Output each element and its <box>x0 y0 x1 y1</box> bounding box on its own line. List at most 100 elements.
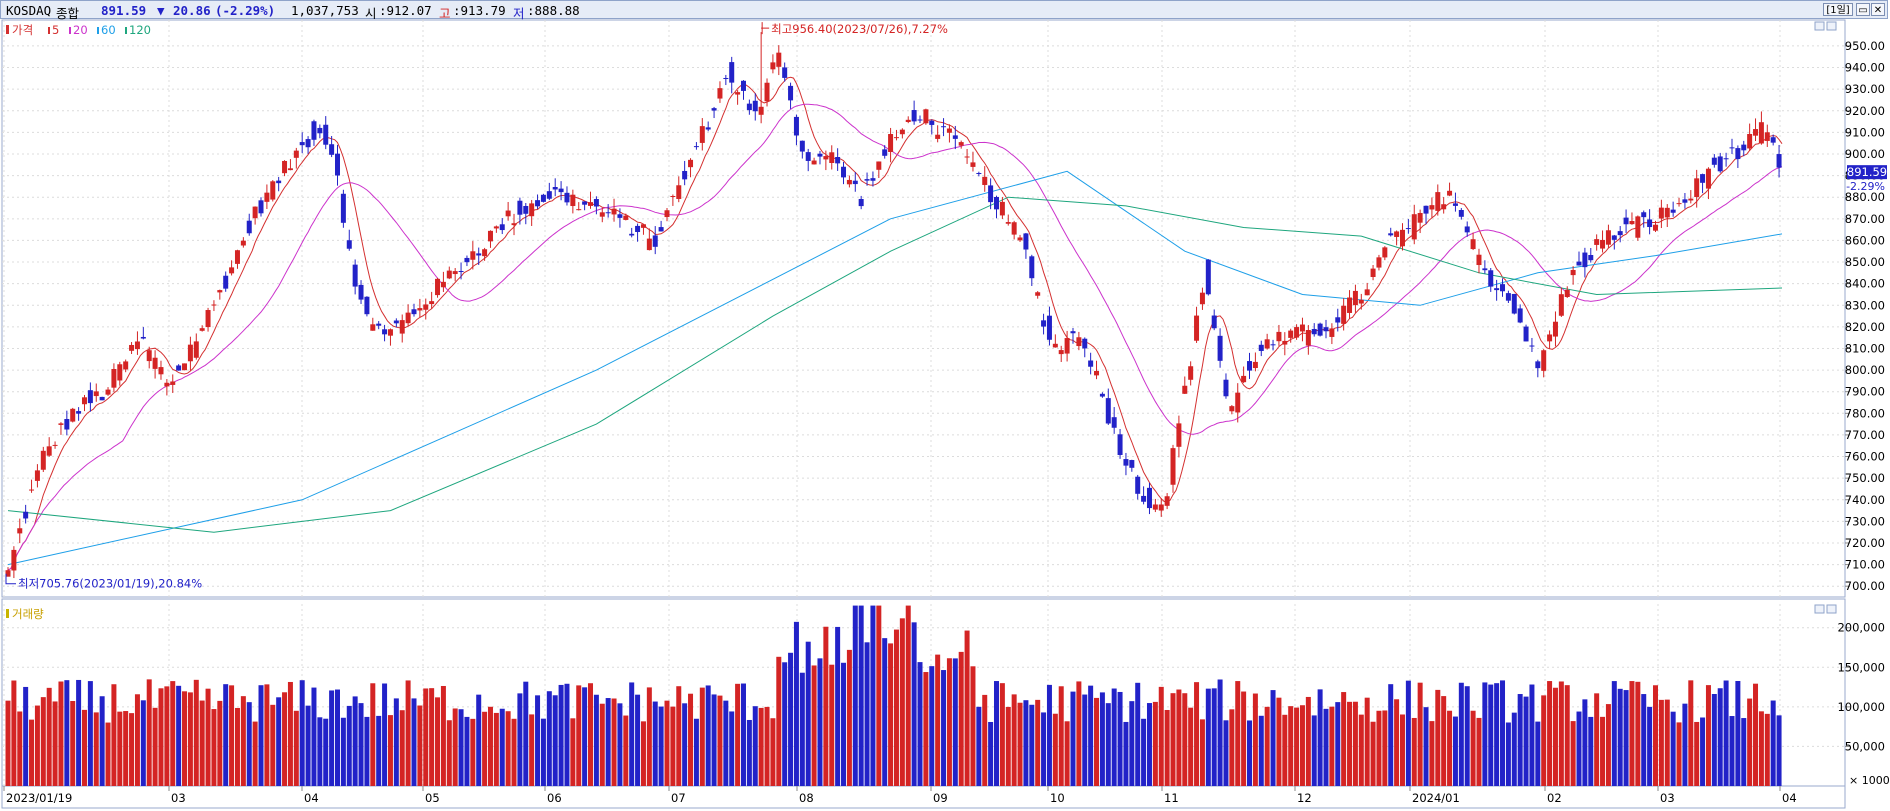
candle-body <box>1399 229 1405 247</box>
volume-bar <box>682 703 688 786</box>
candle-body <box>1229 406 1235 412</box>
volume-bar <box>187 692 193 786</box>
candle-body <box>64 419 70 430</box>
period-button[interactable]: [1일] <box>1823 3 1853 16</box>
volume-bar <box>764 706 770 786</box>
volume-bar <box>493 712 499 786</box>
volume-bar <box>217 700 223 786</box>
volume-bar <box>1611 681 1617 786</box>
volume-bar <box>1076 681 1082 786</box>
volume-bar <box>199 700 205 786</box>
volume-tick-label: 150,000 <box>1837 660 1885 674</box>
high-annotation: 최고956.40(2023/07/26),7.27% <box>771 22 948 36</box>
volume-bar <box>1505 722 1511 786</box>
candle-body <box>1635 216 1641 238</box>
candle-body <box>1764 132 1770 141</box>
candle-body <box>217 290 223 293</box>
volume-bar <box>1305 696 1311 786</box>
candle-body <box>1070 331 1076 334</box>
volume-bar <box>364 716 370 786</box>
volume-bar <box>640 721 646 786</box>
candle-body <box>1335 317 1341 323</box>
volume-bar <box>782 662 788 786</box>
candle-body <box>1099 393 1105 397</box>
close-icon[interactable]: ✕ <box>1871 3 1885 16</box>
candle-body <box>405 312 411 324</box>
candle-body <box>829 152 835 163</box>
volume-bar <box>282 692 288 786</box>
candle-body <box>493 226 499 229</box>
volume-bar <box>988 721 994 786</box>
candle-body <box>287 168 293 171</box>
volume-bar <box>629 682 635 786</box>
candle-body <box>1176 423 1182 447</box>
time-tick-label: 04 <box>304 791 319 805</box>
volume-bar <box>529 714 535 786</box>
volume-bar <box>252 721 258 786</box>
volume-bar <box>546 691 552 786</box>
volume-bar <box>1176 689 1182 786</box>
volume-bar <box>1135 682 1141 786</box>
volume-bar <box>752 706 758 786</box>
volume-bar <box>899 618 905 786</box>
candle-body <box>1105 398 1111 424</box>
candle-body <box>511 223 517 226</box>
candle-body <box>346 240 352 249</box>
candle-body <box>293 150 299 158</box>
candle-body <box>664 210 670 218</box>
candle-body <box>1264 339 1270 349</box>
volume-bar <box>476 694 482 786</box>
candle-body <box>29 489 35 491</box>
candle-body <box>40 450 46 470</box>
candle-body <box>258 200 264 214</box>
restore-icon[interactable]: ▭ <box>1856 3 1870 16</box>
candle-body <box>723 78 729 80</box>
volume-bar <box>346 705 352 786</box>
volume-bar <box>1394 699 1400 786</box>
candle-body <box>81 397 87 405</box>
candle-body <box>93 391 99 397</box>
volume-bar <box>1576 711 1582 786</box>
candle-body <box>187 344 193 362</box>
candle-body <box>382 329 388 335</box>
volume-bar <box>352 696 358 786</box>
high-value: :913.79 <box>453 3 506 18</box>
candle-body <box>1711 157 1717 165</box>
candle-body <box>1241 375 1247 383</box>
candle-body <box>158 367 164 375</box>
volume-bar <box>893 629 899 786</box>
candle-body <box>1258 344 1264 351</box>
volume-bar <box>1735 680 1741 786</box>
candle-body <box>1411 214 1417 240</box>
volume-bar <box>64 680 70 786</box>
volume-bar <box>1429 721 1435 786</box>
candle-body <box>317 127 323 134</box>
candle-body <box>735 92 741 95</box>
time-tick-label: 07 <box>671 791 686 805</box>
volume-bar <box>1523 696 1529 786</box>
candle-body <box>117 364 123 381</box>
volume-bar <box>76 679 82 786</box>
volume-bar <box>817 658 823 786</box>
candle-body <box>176 365 182 371</box>
legend-item: 20 <box>73 23 88 37</box>
volume-bar <box>1511 712 1517 786</box>
volume-bar <box>1041 712 1047 786</box>
volume-bar <box>1088 685 1094 786</box>
volume-bar <box>658 706 664 786</box>
volume-bar <box>605 698 611 786</box>
volume-bar <box>623 715 629 786</box>
volume-bar <box>652 701 658 786</box>
price-tick-label: 720.00 <box>1845 536 1885 550</box>
price-tick-label: 880.00 <box>1845 190 1885 204</box>
current-price-tag <box>1847 165 1887 180</box>
candle-body <box>640 224 646 228</box>
candle-body <box>782 67 788 78</box>
candle-body <box>1123 459 1129 466</box>
symbol-label: KOSDAQ <box>6 3 52 18</box>
volume-series <box>5 605 1782 786</box>
candle-body <box>105 389 111 395</box>
price-tick-label: 910.00 <box>1845 125 1885 139</box>
candle-body <box>758 106 764 115</box>
volume-bar <box>1029 704 1035 786</box>
